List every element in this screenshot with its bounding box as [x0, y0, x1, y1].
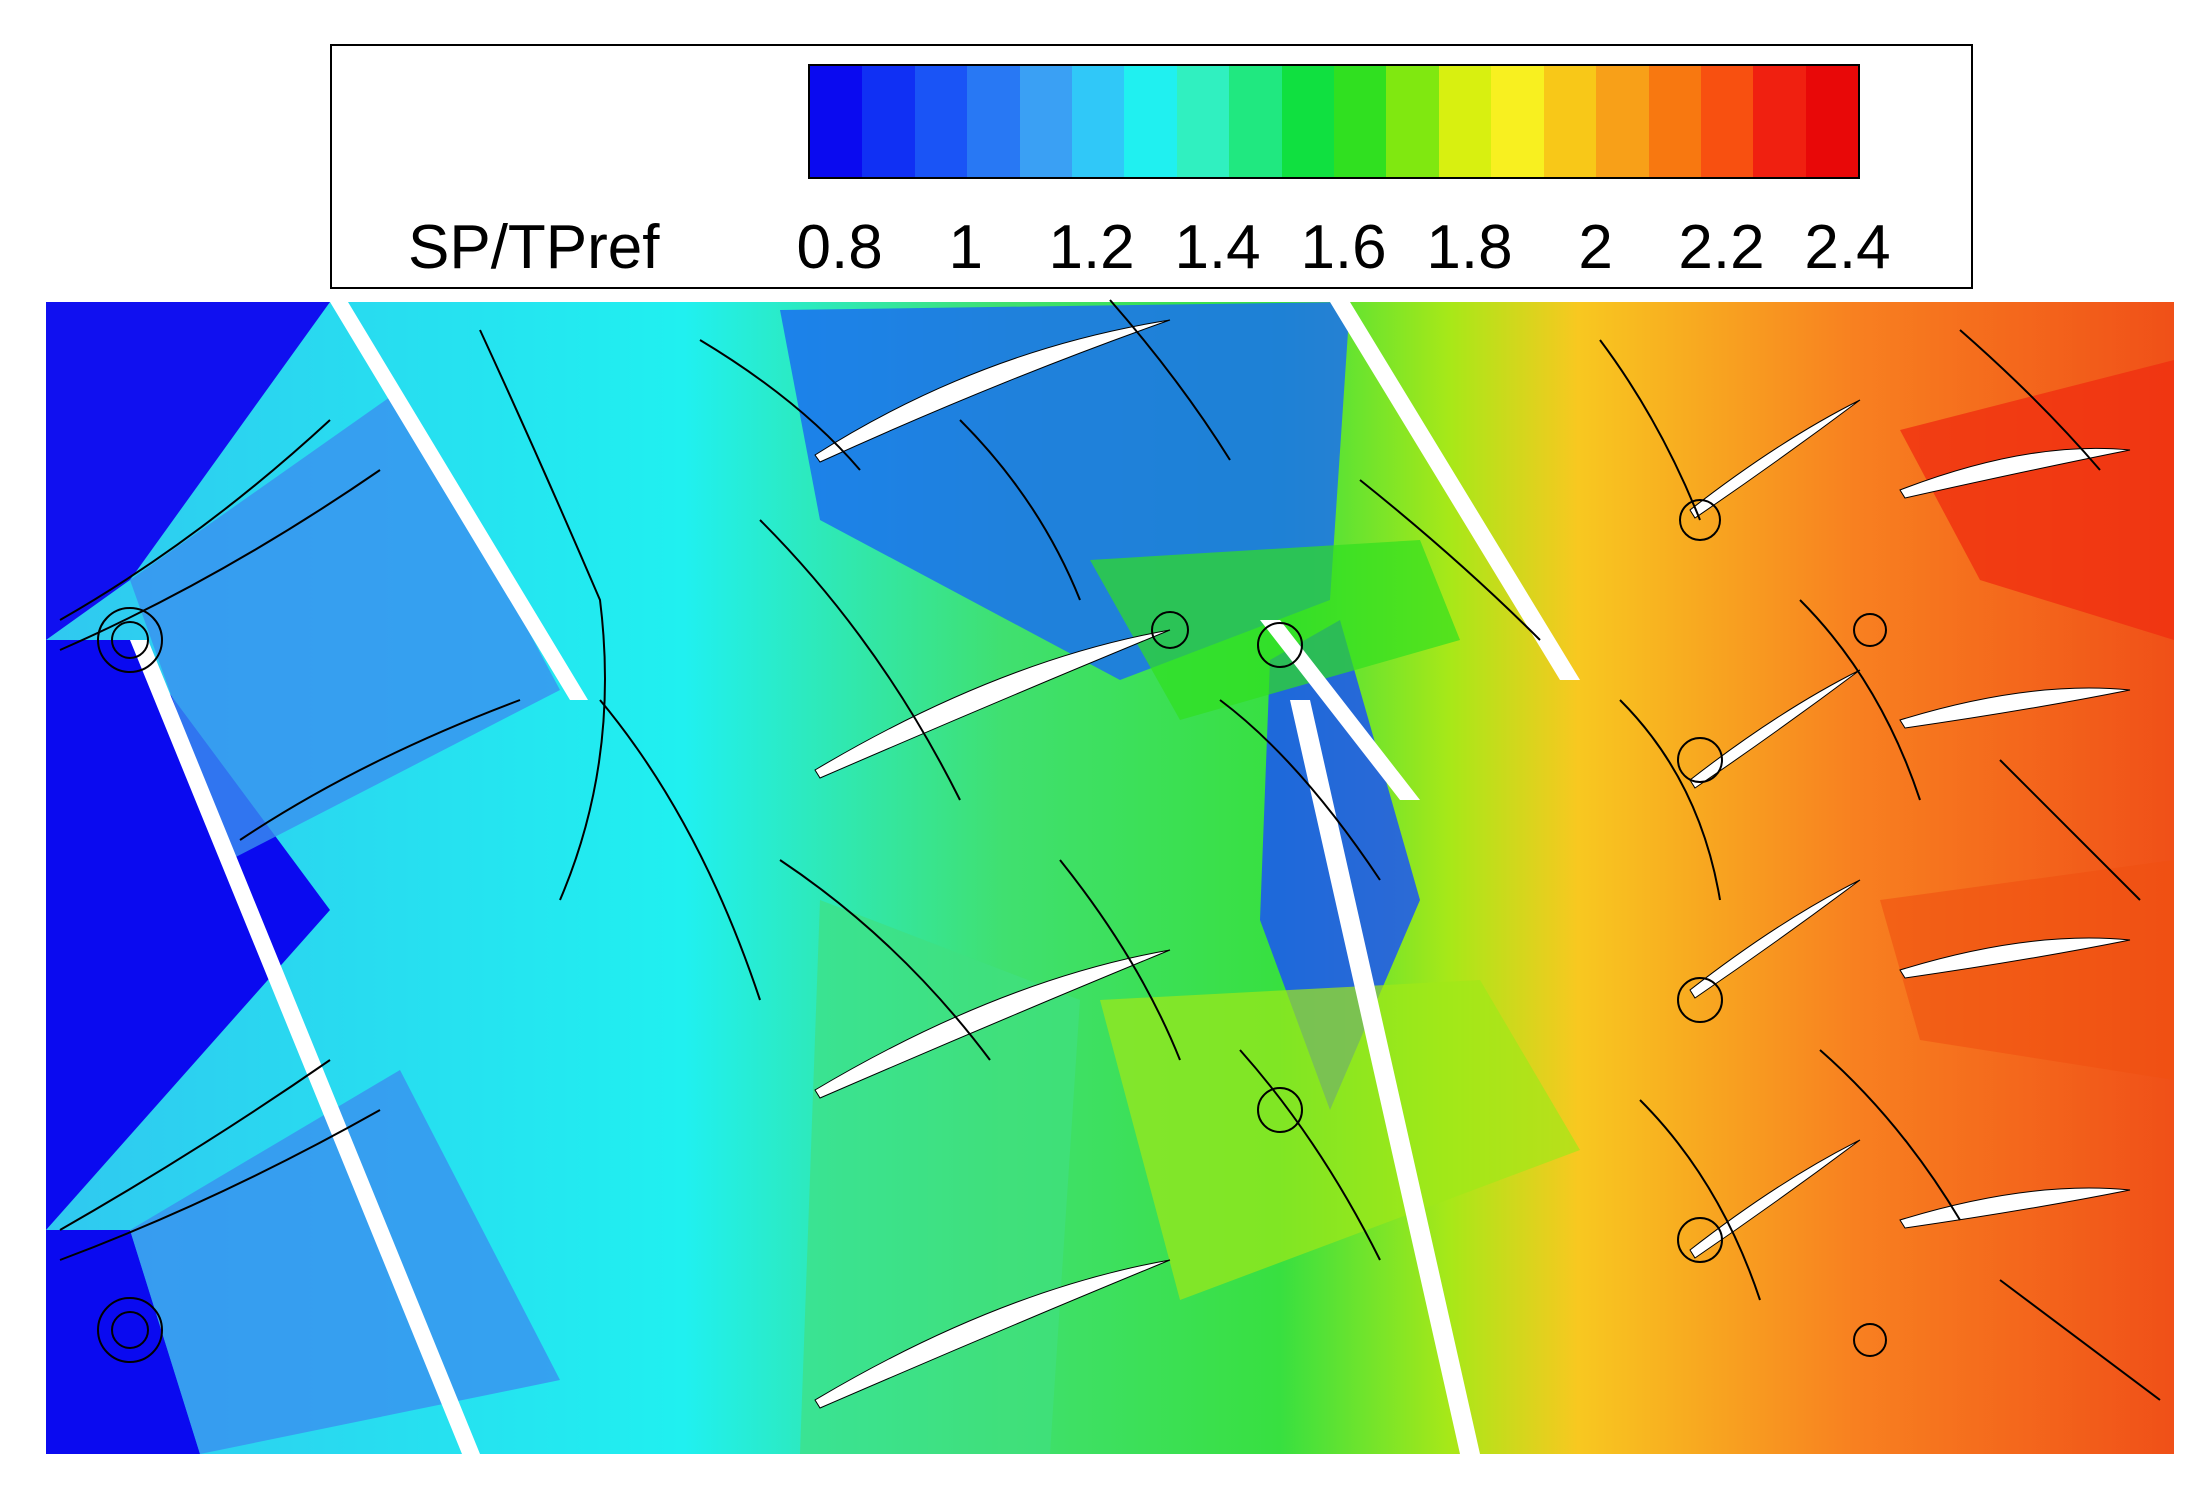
- colorbar-segment: [1438, 66, 1492, 177]
- plot-area: [46, 299, 2174, 1454]
- inlet-mid-region: [130, 390, 560, 860]
- inlet-low-region-top: [46, 302, 330, 640]
- colorbar-segment: [1281, 66, 1335, 177]
- colorbar-tick-label: 1.8: [1426, 213, 1513, 282]
- colorbar-segment: [1334, 66, 1387, 177]
- interface-gaps: [130, 302, 1580, 1454]
- colorbar: [808, 64, 1860, 179]
- colorbar-segment: [1229, 66, 1282, 177]
- colorbar-segment: [810, 66, 863, 177]
- colorbar-segment: [1700, 66, 1754, 177]
- colorbar-segment: [1491, 66, 1544, 177]
- colorbar-tick-label: 2.2: [1678, 213, 1765, 282]
- colorbar-segment: [1753, 66, 1806, 177]
- outlet-red-top: [1900, 360, 2174, 640]
- colorbar-segment: [914, 66, 968, 177]
- colorbar-segment: [1386, 66, 1439, 177]
- blades: [814, 319, 2131, 1409]
- outlet-red-mid: [1880, 860, 2174, 1080]
- colorbar-tick-label: 1.2: [1048, 213, 1135, 282]
- inlet-low-region-bottom: [46, 1230, 200, 1454]
- colorbar-tick-label: 2.4: [1804, 213, 1891, 282]
- colorbar-tick-label: 1.6: [1300, 213, 1387, 282]
- colorbar-segment: [1648, 66, 1701, 177]
- colorbar-segment: [967, 66, 1020, 177]
- colorbar-segment: [1596, 66, 1649, 177]
- colorbar-segment: [1543, 66, 1597, 177]
- colorbar-segment: [1124, 66, 1177, 177]
- contour-lines: [59, 299, 2161, 1401]
- colorbar-segment: [1176, 66, 1230, 177]
- stage2-yellowgreen: [1100, 980, 1580, 1300]
- colorbar-tick-label: 1.4: [1174, 213, 1261, 282]
- colorbar-segment: [1019, 66, 1073, 177]
- inlet-low-region-mid: [46, 640, 330, 1230]
- inlet-mid-region-lower: [130, 1070, 560, 1454]
- colorbar-tick-label: 2: [1578, 213, 1613, 282]
- colorbar-tick-label: 1: [948, 213, 983, 282]
- colorbar-segment: [1072, 66, 1125, 177]
- colorbar-label: SP/TPref: [408, 213, 660, 282]
- colorbar-tick-label: 0.8: [796, 213, 883, 282]
- colorbar-segment: [862, 66, 915, 177]
- colorbar-segment: [1805, 66, 1859, 177]
